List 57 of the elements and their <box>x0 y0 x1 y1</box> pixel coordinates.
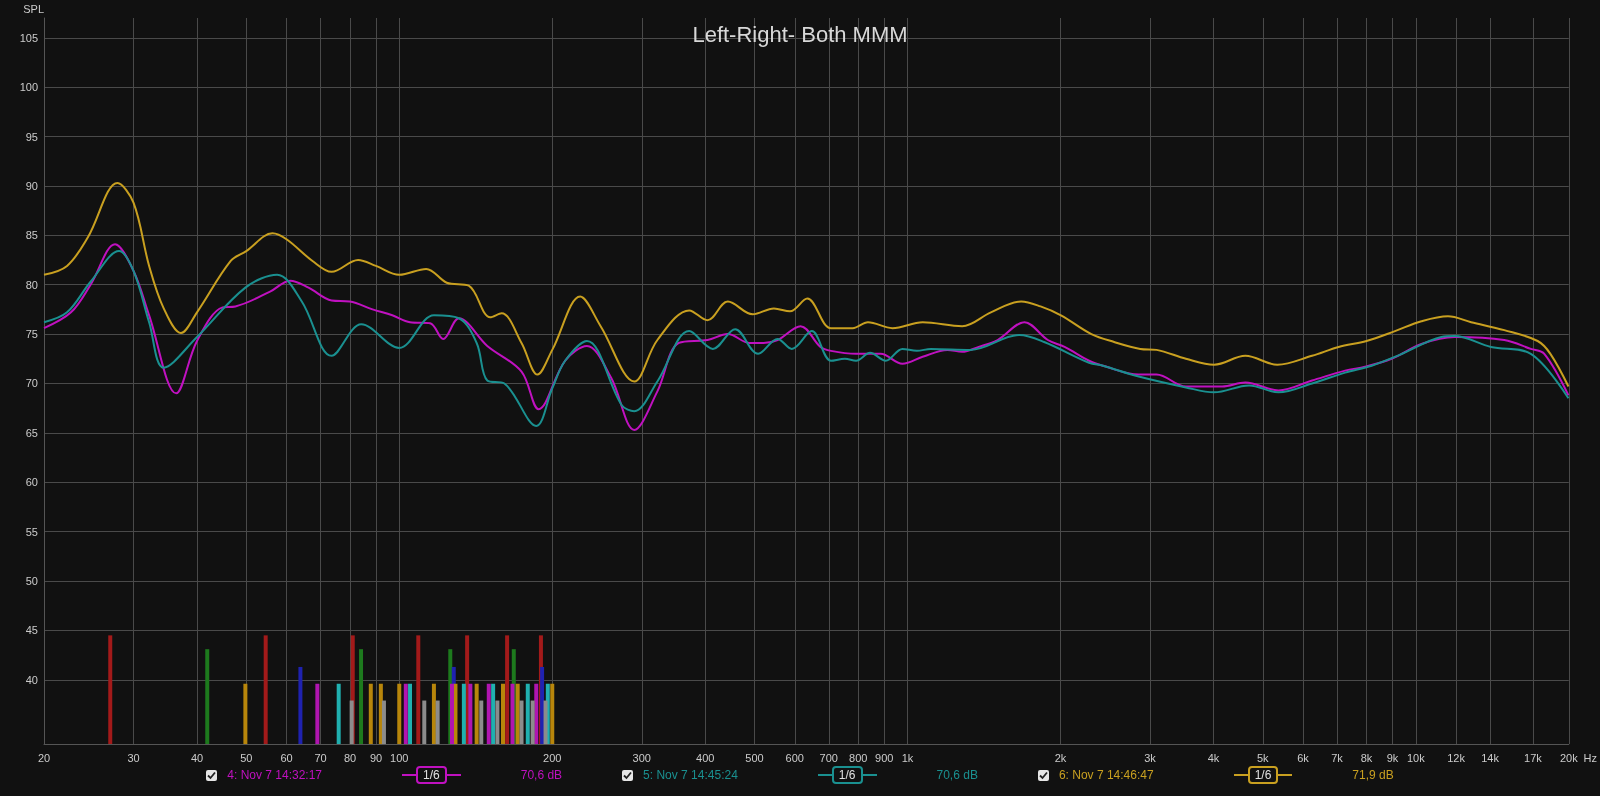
x-tick-label: 70 <box>314 751 327 764</box>
x-tick-label: 30 <box>127 751 140 764</box>
x-axis-title: Hz <box>1583 751 1598 764</box>
y-tick-label: 45 <box>25 624 38 637</box>
x-tick-label: 600 <box>785 751 804 764</box>
y-tick-label: 100 <box>19 81 38 94</box>
x-tick-label: 40 <box>190 751 204 764</box>
x-tick-label: 1k <box>901 751 914 764</box>
y-tick-label: 90 <box>25 179 38 192</box>
y-tick-label: 60 <box>25 476 38 489</box>
x-tick-label: 900 <box>875 751 894 764</box>
x-tick-label: 20k <box>1559 751 1579 764</box>
x-tick-label: 2k <box>1054 751 1067 764</box>
x-tick-label: 60 <box>280 751 293 764</box>
x-tick-label: 20 <box>37 751 51 764</box>
text: 1/6 <box>416 766 447 784</box>
x-tick-label: 400 <box>696 751 715 764</box>
x-tick-label: 3k <box>1144 751 1157 764</box>
text: 71,9 dB <box>1352 768 1394 782</box>
text: 70,6 dB <box>936 768 978 782</box>
text: 1/6 <box>831 766 863 784</box>
x-tick-label: 7k <box>1331 751 1344 764</box>
x-tick-label: 300 <box>632 751 651 764</box>
x-tick-label: 12k <box>1447 751 1466 764</box>
y-tick-label: 95 <box>25 130 38 143</box>
y-tick-label: 85 <box>25 229 38 242</box>
x-tick-label: 4k <box>1207 751 1220 764</box>
y-tick-label: 70 <box>25 377 38 390</box>
text: 4: Nov 7 14:32:17 <box>227 768 323 782</box>
x-tick-label: 9k <box>1386 751 1399 764</box>
x-tick-label: 17k <box>1524 751 1543 764</box>
chart-title: Left-Right- Both MMM <box>692 21 908 47</box>
text: 1/6 <box>1247 766 1279 784</box>
y-tick-label: 105 <box>19 31 38 44</box>
x-tick-label: 100 <box>390 751 409 764</box>
x-tick-label: 80 <box>343 751 357 764</box>
y-tick-label: 40 <box>25 673 38 686</box>
x-tick-label: 50 <box>240 751 253 764</box>
text: 70,6 dB <box>520 768 563 782</box>
x-tick-label: 800 <box>849 751 868 764</box>
y-tick-label: 80 <box>25 278 38 291</box>
x-tick-label: 8k <box>1360 751 1373 764</box>
x-tick-label: 700 <box>819 751 838 764</box>
x-tick-label: 5k <box>1256 751 1270 764</box>
x-tick-label: 200 <box>543 751 562 764</box>
x-tick-label: 14k <box>1481 751 1500 764</box>
text: 5: Nov 7 14:45:24 <box>643 768 738 782</box>
text: 6: Nov 7 14:46:47 <box>1058 768 1154 782</box>
y-tick-label: 75 <box>25 328 38 341</box>
y-tick-label: 65 <box>25 426 38 439</box>
x-tick-label: 10k <box>1406 751 1426 764</box>
y-tick-label: 55 <box>25 525 38 538</box>
y-axis-title: SPL <box>23 2 44 15</box>
y-tick-label: 50 <box>25 575 38 588</box>
x-tick-label: 90 <box>369 751 383 764</box>
x-tick-label: 6k <box>1297 751 1310 764</box>
x-tick-label: 500 <box>745 751 764 764</box>
